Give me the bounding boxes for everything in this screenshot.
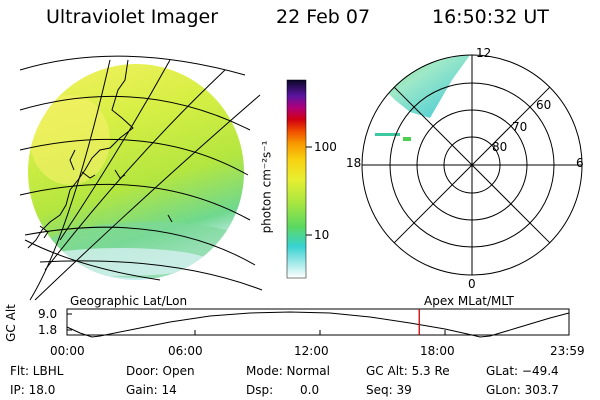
xtick-0000: 00:00 — [50, 344, 85, 358]
ip-info: IP: 18.0 — [10, 383, 56, 397]
xtick-1800: 18:00 — [420, 344, 455, 358]
xtick-1200: 12:00 — [294, 344, 329, 358]
filter-info: Flt: LBHL — [10, 364, 64, 378]
gcalt-info: GC Alt: 5.3 Re — [366, 364, 450, 378]
xtick-2359: 23:59 — [550, 344, 585, 358]
door-info: Door: Open — [126, 364, 195, 378]
time-label: 16:50:32 UT — [432, 6, 549, 28]
lat-label-70: 70 — [512, 120, 528, 134]
colorbar-label: photon cm⁻²s⁻¹ — [259, 140, 274, 234]
altitude-ytick-9: 9.0 — [38, 307, 58, 321]
auroral-patch — [375, 55, 470, 118]
glat-info: GLat: −49.4 — [486, 364, 559, 378]
colorbar-tick-100: 100 — [314, 140, 337, 154]
colorbar-tick-10: 10 — [314, 228, 330, 242]
mode-info: Mode: Normal — [246, 364, 330, 378]
lat-label-60: 60 — [536, 98, 552, 112]
instrument-title: Ultraviolet Imager — [46, 6, 219, 28]
mlt-label-12: 12 — [476, 46, 492, 60]
altitude-ytick-1: 1.8 — [38, 323, 58, 337]
mlt-label-0: 0 — [468, 277, 476, 291]
glon-info: GLon: 303.7 — [486, 383, 559, 397]
polar-plot — [361, 54, 583, 276]
latlon-grid — [19, 55, 263, 301]
mlt-label-6: 6 — [576, 156, 584, 170]
lat-label-80: 80 — [492, 140, 508, 154]
geographic-title: Geographic Lat/Lon — [70, 294, 188, 308]
coastline — [27, 59, 173, 249]
altitude-curve — [66, 311, 570, 338]
date-label: 22 Feb 07 — [276, 6, 371, 28]
altitude-frame — [66, 308, 570, 336]
gain-info: Gain: 14 — [126, 383, 177, 397]
xtick-0600: 06:00 — [168, 344, 203, 358]
apex-title: Apex MLat/MLT — [424, 294, 514, 308]
colorbar — [286, 79, 312, 279]
dsp-label: Dsp: — [246, 383, 274, 397]
mlt-label-18: 18 — [346, 156, 362, 170]
geographic-map — [19, 55, 263, 301]
colorbar-scale — [286, 79, 307, 279]
seq-info: Seq: 39 — [366, 383, 412, 397]
dsp-value: 0.0 — [300, 383, 320, 397]
altitude-ylabel: GC Alt — [3, 304, 18, 342]
altitude-plot — [66, 308, 570, 338]
